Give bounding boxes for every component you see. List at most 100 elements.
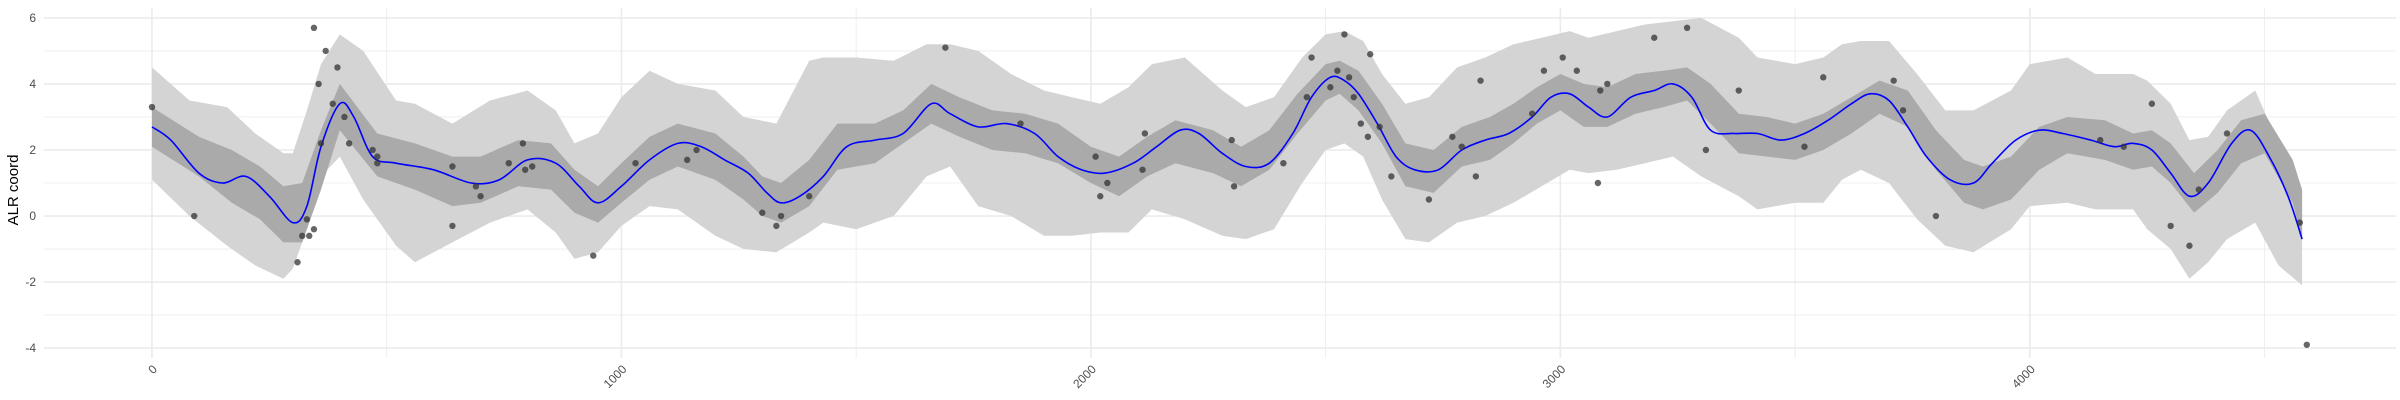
y-tick-label: 0 [29, 209, 36, 223]
data-point [2195, 186, 2203, 193]
data-point [1890, 77, 1897, 84]
data-point [590, 252, 597, 259]
data-point [773, 222, 780, 230]
data-point [299, 232, 306, 240]
data-point [294, 259, 301, 266]
data-point [1597, 87, 1604, 94]
data-point [2148, 100, 2156, 107]
data-point [1341, 31, 1348, 38]
data-point [1388, 173, 1395, 180]
data-point [148, 103, 156, 111]
data-point [310, 226, 318, 233]
data-point [1308, 54, 1315, 61]
data-point [303, 216, 311, 223]
data-point [1376, 123, 1383, 131]
data-point [322, 47, 329, 55]
data-point [315, 80, 322, 88]
data-point [1458, 143, 1465, 150]
data-point [1702, 146, 1710, 154]
data-point [632, 159, 639, 167]
data-point [1477, 77, 1484, 84]
data-point [2223, 130, 2231, 137]
data-point [1357, 120, 1365, 127]
data-point [1097, 193, 1104, 200]
data-point [2167, 222, 2174, 230]
y-axis-title: ALR coord [5, 155, 22, 226]
data-point [1104, 179, 1111, 187]
data-point [683, 156, 691, 164]
data-point [1345, 74, 1353, 81]
data-point [317, 140, 325, 147]
data-point [449, 222, 456, 230]
y-tick-label: 4 [29, 77, 36, 91]
data-point [1350, 93, 1357, 101]
data-point [1604, 80, 1611, 88]
data-point [329, 100, 336, 107]
data-point [1092, 153, 1099, 160]
y-tick-label: 6 [29, 11, 36, 25]
data-point [1528, 110, 1536, 117]
x-tick-label: 1000 [601, 362, 630, 391]
confidence-bands [152, 17, 2303, 286]
x-tick-label: 4000 [2009, 362, 2038, 391]
data-point [1139, 166, 1146, 173]
data-point [1230, 183, 1238, 190]
data-point [1334, 67, 1341, 74]
inner-confidence-band [152, 60, 2303, 243]
data-point [306, 232, 313, 240]
data-point [759, 209, 766, 216]
data-point [1303, 93, 1311, 101]
y-tick-label: 2 [29, 143, 36, 157]
x-tick-label: 3000 [1540, 362, 1569, 391]
data-point [2186, 242, 2193, 249]
data-point [1559, 54, 1566, 61]
data-point [374, 153, 381, 160]
data-point [1017, 120, 1024, 127]
data-point [1651, 34, 1658, 41]
data-point [529, 163, 536, 170]
data-point [1540, 67, 1548, 74]
y-tick-label: -2 [25, 275, 36, 289]
data-point [1899, 107, 1907, 114]
data-point [2303, 341, 2311, 348]
data-point [334, 64, 341, 71]
data-point [1932, 212, 1940, 220]
data-point [345, 140, 353, 147]
data-point [1573, 67, 1580, 74]
y-tick-label: -4 [25, 341, 36, 355]
data-point [369, 146, 376, 154]
data-point [1228, 136, 1235, 144]
data-point [519, 140, 527, 147]
data-point [191, 212, 198, 220]
data-point [693, 146, 700, 154]
data-point [374, 159, 381, 167]
data-point [1280, 159, 1287, 167]
data-point [472, 183, 480, 190]
data-point [2120, 143, 2127, 150]
data-point [1801, 143, 1808, 150]
data-point [1425, 196, 1433, 203]
observation-points [148, 24, 2311, 348]
data-point [1683, 24, 1691, 32]
data-point [942, 44, 949, 51]
data-point [477, 193, 484, 200]
mean-line [151, 75, 2303, 240]
data-point [1735, 87, 1742, 94]
data-point [521, 166, 529, 173]
x-tick-label: 2000 [1070, 362, 1099, 391]
data-point [1327, 84, 1334, 91]
data-point [1367, 51, 1374, 58]
data-point [1820, 74, 1827, 81]
data-point [310, 24, 318, 32]
data-point [777, 212, 785, 220]
data-point [1449, 133, 1456, 140]
data-point [1141, 130, 1149, 137]
data-point [2097, 136, 2104, 144]
data-point [2296, 219, 2303, 226]
x-tick-label: 0 [145, 362, 160, 377]
data-point [1472, 173, 1480, 180]
data-point [449, 163, 456, 170]
mean-line-group [151, 75, 2303, 240]
data-point [341, 113, 348, 121]
